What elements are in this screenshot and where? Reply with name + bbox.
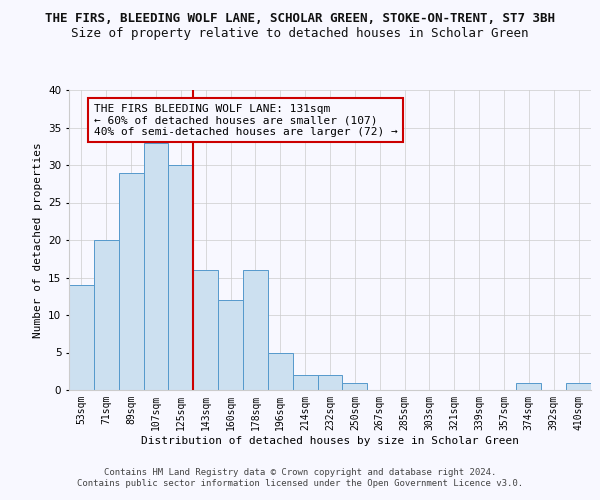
- Bar: [293, 375, 317, 390]
- Bar: [343, 382, 367, 390]
- Bar: [317, 375, 343, 390]
- Bar: [193, 270, 218, 390]
- Text: Size of property relative to detached houses in Scholar Green: Size of property relative to detached ho…: [71, 28, 529, 40]
- X-axis label: Distribution of detached houses by size in Scholar Green: Distribution of detached houses by size …: [141, 436, 519, 446]
- Bar: [517, 382, 541, 390]
- Bar: [169, 165, 193, 390]
- Text: THE FIRS BLEEDING WOLF LANE: 131sqm
← 60% of detached houses are smaller (107)
4: THE FIRS BLEEDING WOLF LANE: 131sqm ← 60…: [94, 104, 398, 136]
- Text: THE FIRS, BLEEDING WOLF LANE, SCHOLAR GREEN, STOKE-ON-TRENT, ST7 3BH: THE FIRS, BLEEDING WOLF LANE, SCHOLAR GR…: [45, 12, 555, 26]
- Bar: [94, 240, 119, 390]
- Bar: [143, 142, 169, 390]
- Bar: [268, 352, 293, 390]
- Bar: [218, 300, 243, 390]
- Bar: [566, 382, 591, 390]
- Bar: [243, 270, 268, 390]
- Bar: [69, 285, 94, 390]
- Text: Contains HM Land Registry data © Crown copyright and database right 2024.
Contai: Contains HM Land Registry data © Crown c…: [77, 468, 523, 487]
- Bar: [119, 172, 143, 390]
- Y-axis label: Number of detached properties: Number of detached properties: [32, 142, 43, 338]
